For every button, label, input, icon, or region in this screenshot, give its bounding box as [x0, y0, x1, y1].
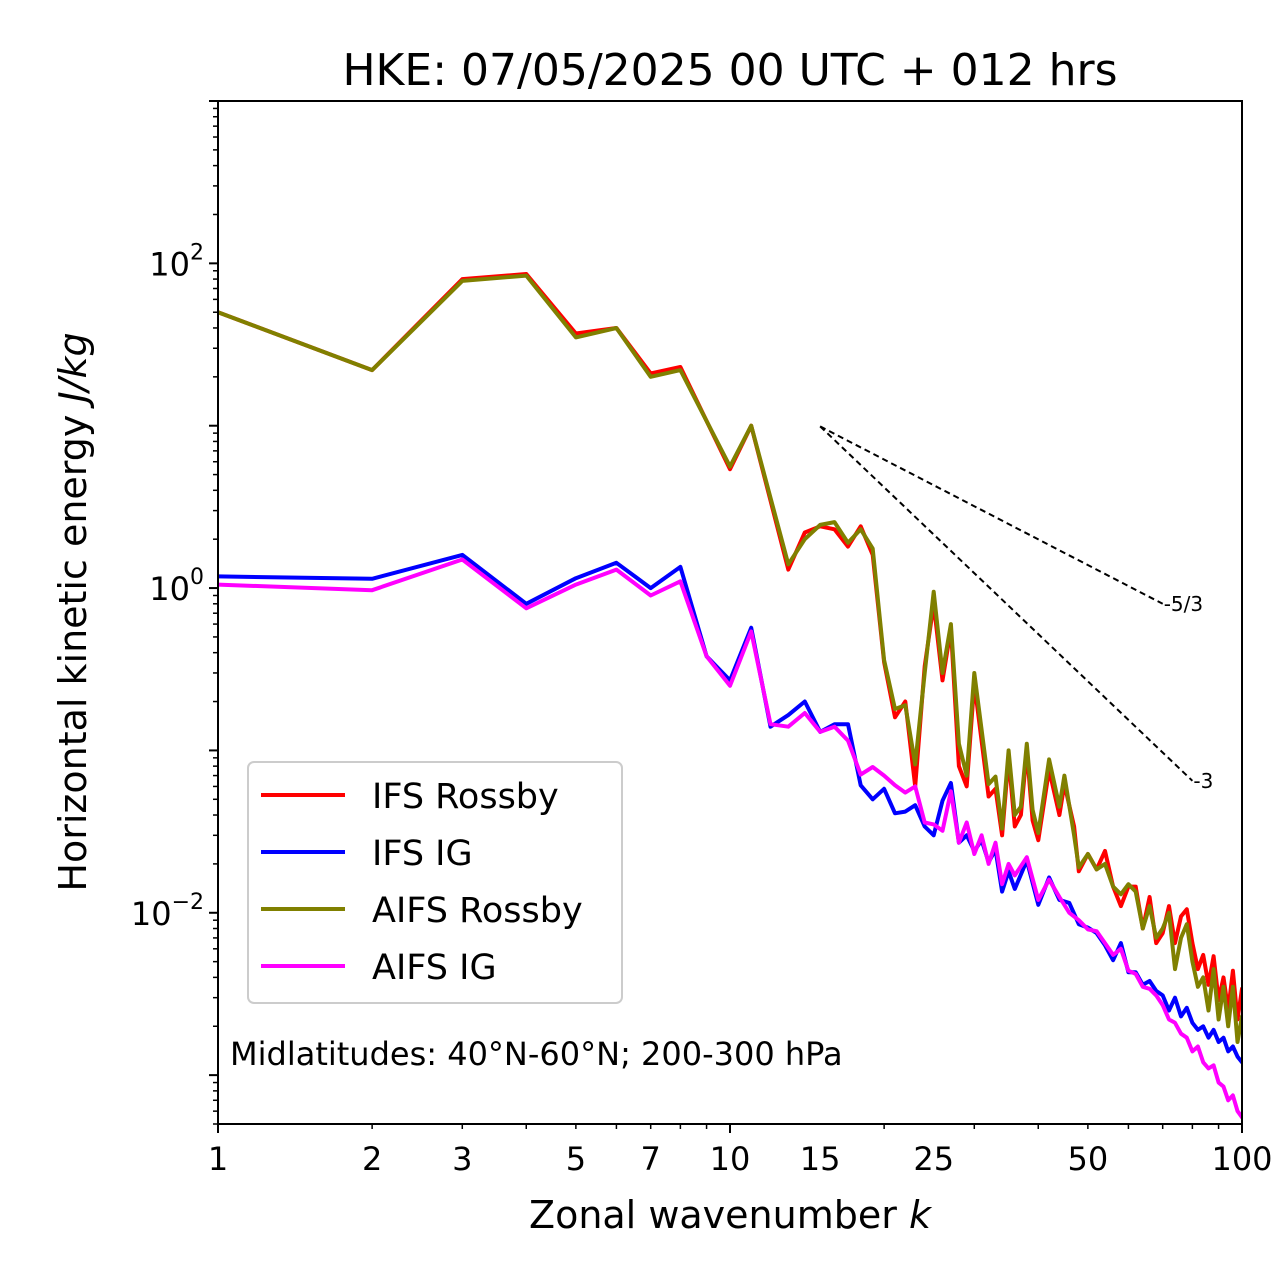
legend-items: IFS Rossby IFS IG AIFS Rossby AIFS IG [261, 777, 583, 988]
reference-slope-label-2: -3 [1193, 769, 1213, 793]
x-tick-label: 2 [362, 1140, 382, 1178]
x-tick-label: 100 [1211, 1140, 1272, 1178]
reference-slope-line-1 [819, 425, 1164, 605]
series-line-aifs-ig [218, 557, 1242, 1120]
legend-label: AIFS Rossby [372, 891, 583, 931]
legend-label: IFS Rossby [372, 777, 559, 817]
y-tick-label: 102 [149, 240, 204, 283]
legend-box [247, 761, 623, 1004]
x-tick-label: 50 [1068, 1140, 1109, 1178]
x-tick-label: 15 [800, 1140, 841, 1178]
legend-label: IFS IG [372, 834, 473, 874]
y-tick-label: 100 [149, 565, 204, 608]
legend: IFS Rossby IFS IG AIFS Rossby AIFS IG [247, 761, 623, 1004]
reference-slope-label-1: -5/3 [1164, 592, 1203, 616]
y-axis-ticks: 102 100 10−2 [131, 100, 218, 1125]
x-axis-ticks: 1 2 3 5 7 10 15 25 50 100 [208, 1124, 1273, 1178]
series-layer [218, 272, 1242, 1120]
series-line-aifs-rossby [218, 273, 1242, 1044]
x-tick-label: 25 [913, 1140, 954, 1178]
reference-slopes: -5/3 -3 [819, 425, 1213, 793]
x-tick-label: 3 [452, 1140, 472, 1178]
x-tick-label: 10 [710, 1140, 751, 1178]
x-axis-label: Zonal wavenumber k [529, 1193, 933, 1237]
x-tick-label: 7 [641, 1140, 661, 1178]
y-tick-label: 10−2 [131, 890, 204, 933]
reference-slope-line-2 [819, 425, 1194, 782]
x-tick-label: 5 [566, 1140, 586, 1178]
y-axis-label: Horizontal kinetic energy J/kg [51, 332, 95, 891]
x-tick-label: 1 [208, 1140, 228, 1178]
legend-label: AIFS IG [372, 948, 497, 988]
chart-title: HKE: 07/05/2025 00 UTC + 012 hrs [342, 45, 1117, 96]
region-annotation: Midlatitudes: 40°N-60°N; 200-300 hPa [230, 1035, 843, 1073]
